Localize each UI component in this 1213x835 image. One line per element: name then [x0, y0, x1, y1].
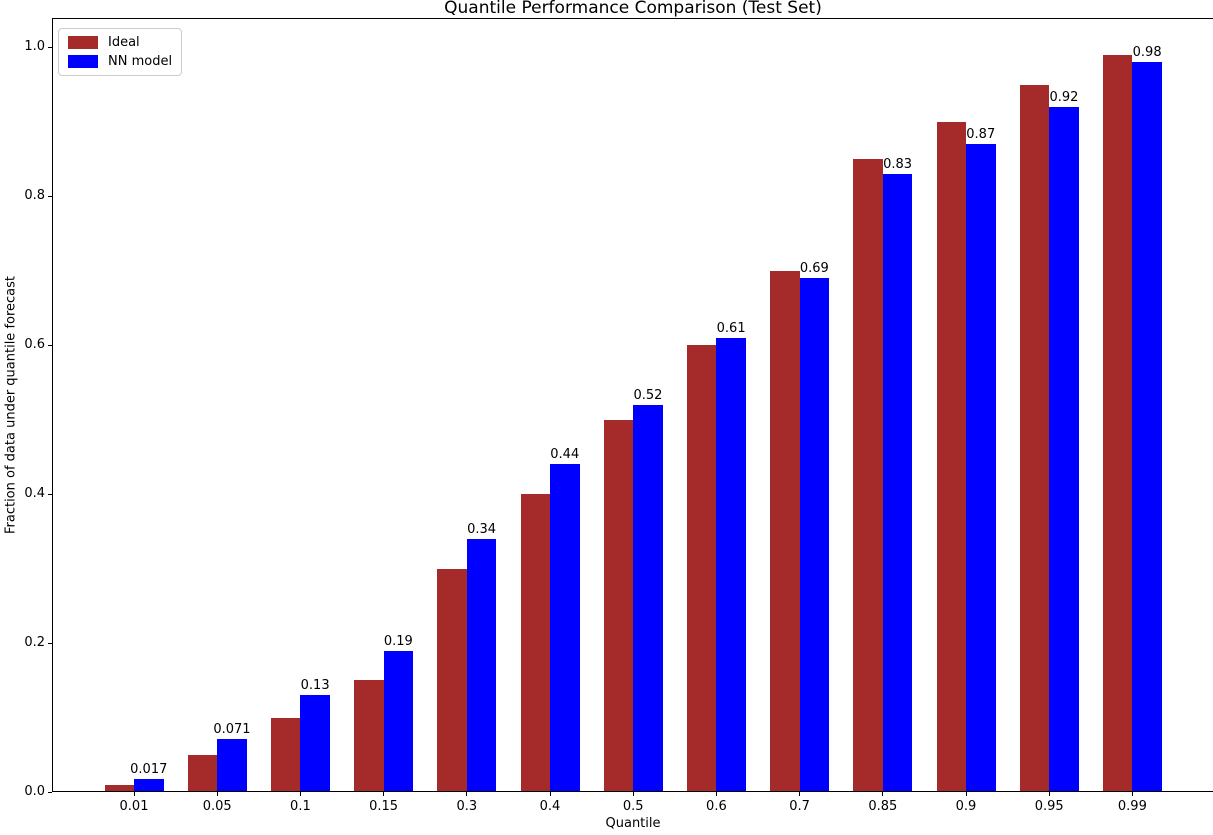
bar-value-label: 0.017	[130, 762, 168, 778]
bar-value-label: 0.98	[1132, 45, 1162, 61]
bar-ideal	[1102, 54, 1133, 792]
x-tick-label: 0.6	[706, 799, 727, 814]
bar-ideal	[354, 680, 384, 792]
x-tick-label: 0.99	[1117, 799, 1147, 814]
bar-nn-model	[799, 278, 830, 792]
bar-value-label: 0.071	[213, 722, 251, 738]
bar-ideal	[1019, 84, 1050, 792]
y-tick-label: 0.6	[24, 337, 45, 353]
bar-ideal	[187, 754, 218, 792]
x-tick-mark	[299, 792, 301, 796]
bar-ideal	[270, 717, 301, 792]
x-tick-label: 0.5	[622, 799, 644, 814]
bar-nn-model	[217, 739, 247, 792]
bar-value-label: 0.69	[799, 261, 829, 277]
bar-ideal	[770, 270, 800, 792]
bar-ideal	[603, 419, 634, 792]
x-tick-mark	[466, 792, 468, 796]
x-tick-label: 0.85	[868, 799, 898, 814]
bar-value-label: 0.92	[1049, 89, 1079, 105]
bar-value-label: 0.34	[467, 521, 497, 537]
bar-nn-model	[550, 464, 580, 792]
bar-nn-model	[383, 650, 414, 792]
chart-title: Quantile Performance Comparison (Test Se…	[444, 0, 822, 18]
y-tick-label: 0.0	[24, 784, 45, 799]
bar-value-label: 0.87	[966, 127, 996, 143]
bar-nn-model	[716, 337, 746, 792]
x-tick-label: 0.1	[290, 799, 311, 814]
x-tick-mark	[1131, 792, 1133, 796]
bar-value-label: 0.13	[300, 678, 330, 694]
x-tick-mark	[549, 792, 551, 796]
y-tick-mark	[48, 642, 52, 644]
y-tick-mark	[48, 493, 52, 495]
bar-nn-model	[633, 404, 663, 792]
x-tick-mark	[383, 792, 385, 796]
x-tick-label: 0.95	[1034, 799, 1064, 814]
y-tick-label: 0.2	[24, 635, 45, 651]
bar-value-label: 0.19	[383, 633, 413, 649]
bar-ideal	[936, 121, 966, 792]
x-tick-mark	[632, 792, 634, 796]
bar-nn-model	[1132, 62, 1162, 792]
bar-value-label: 0.52	[633, 387, 663, 403]
x-tick-mark	[965, 792, 967, 796]
x-tick-mark	[715, 792, 717, 796]
y-tick-label: 1.0	[24, 39, 45, 55]
x-tick-label: 0.3	[456, 799, 478, 814]
bar-nn-model	[1049, 106, 1079, 792]
x-tick-mark	[133, 792, 135, 796]
x-tick-mark	[799, 792, 801, 796]
bar-value-label: 0.61	[716, 320, 746, 336]
bar-nn-model	[882, 173, 913, 792]
legend-label-ideal: Ideal	[108, 35, 140, 50]
bar-value-label: 0.44	[550, 447, 580, 463]
y-tick-mark	[48, 46, 52, 48]
y-tick-mark	[48, 344, 52, 346]
y-tick-label: 0.8	[24, 188, 45, 204]
bar-nn-model	[966, 144, 996, 792]
bar-nn-model	[134, 779, 164, 792]
bar-ideal	[520, 494, 550, 792]
bar-ideal	[853, 159, 883, 792]
legend-swatch-ideal	[68, 36, 98, 49]
legend-item-ideal: Ideal	[68, 36, 172, 49]
y-tick-mark	[48, 791, 52, 793]
x-tick-mark	[1048, 792, 1050, 796]
bar-nn-model	[466, 538, 497, 792]
legend: Ideal NN model	[58, 28, 183, 76]
x-tick-label: 0.9	[955, 799, 977, 814]
legend-label-nn-model: NN model	[108, 54, 173, 69]
bar-nn-model	[300, 695, 330, 792]
bar-value-label: 0.83	[883, 156, 913, 172]
legend-item-nn-model: NN model	[68, 55, 172, 68]
x-tick-mark	[216, 792, 218, 796]
x-tick-label: 0.4	[539, 799, 561, 814]
bar-ideal	[686, 345, 717, 792]
x-tick-mark	[882, 792, 884, 796]
x-tick-label: 0.05	[202, 799, 232, 814]
bar-ideal	[437, 568, 467, 792]
y-tick-label: 0.4	[24, 486, 45, 502]
y-tick-mark	[48, 195, 52, 197]
x-tick-label: 0.15	[369, 799, 399, 814]
x-tick-label: 0.7	[789, 799, 810, 814]
x-axis-label: Quantile	[605, 816, 661, 831]
bar-ideal	[104, 784, 134, 792]
legend-swatch-nn-model	[68, 55, 98, 68]
x-tick-label: 0.01	[119, 799, 149, 814]
